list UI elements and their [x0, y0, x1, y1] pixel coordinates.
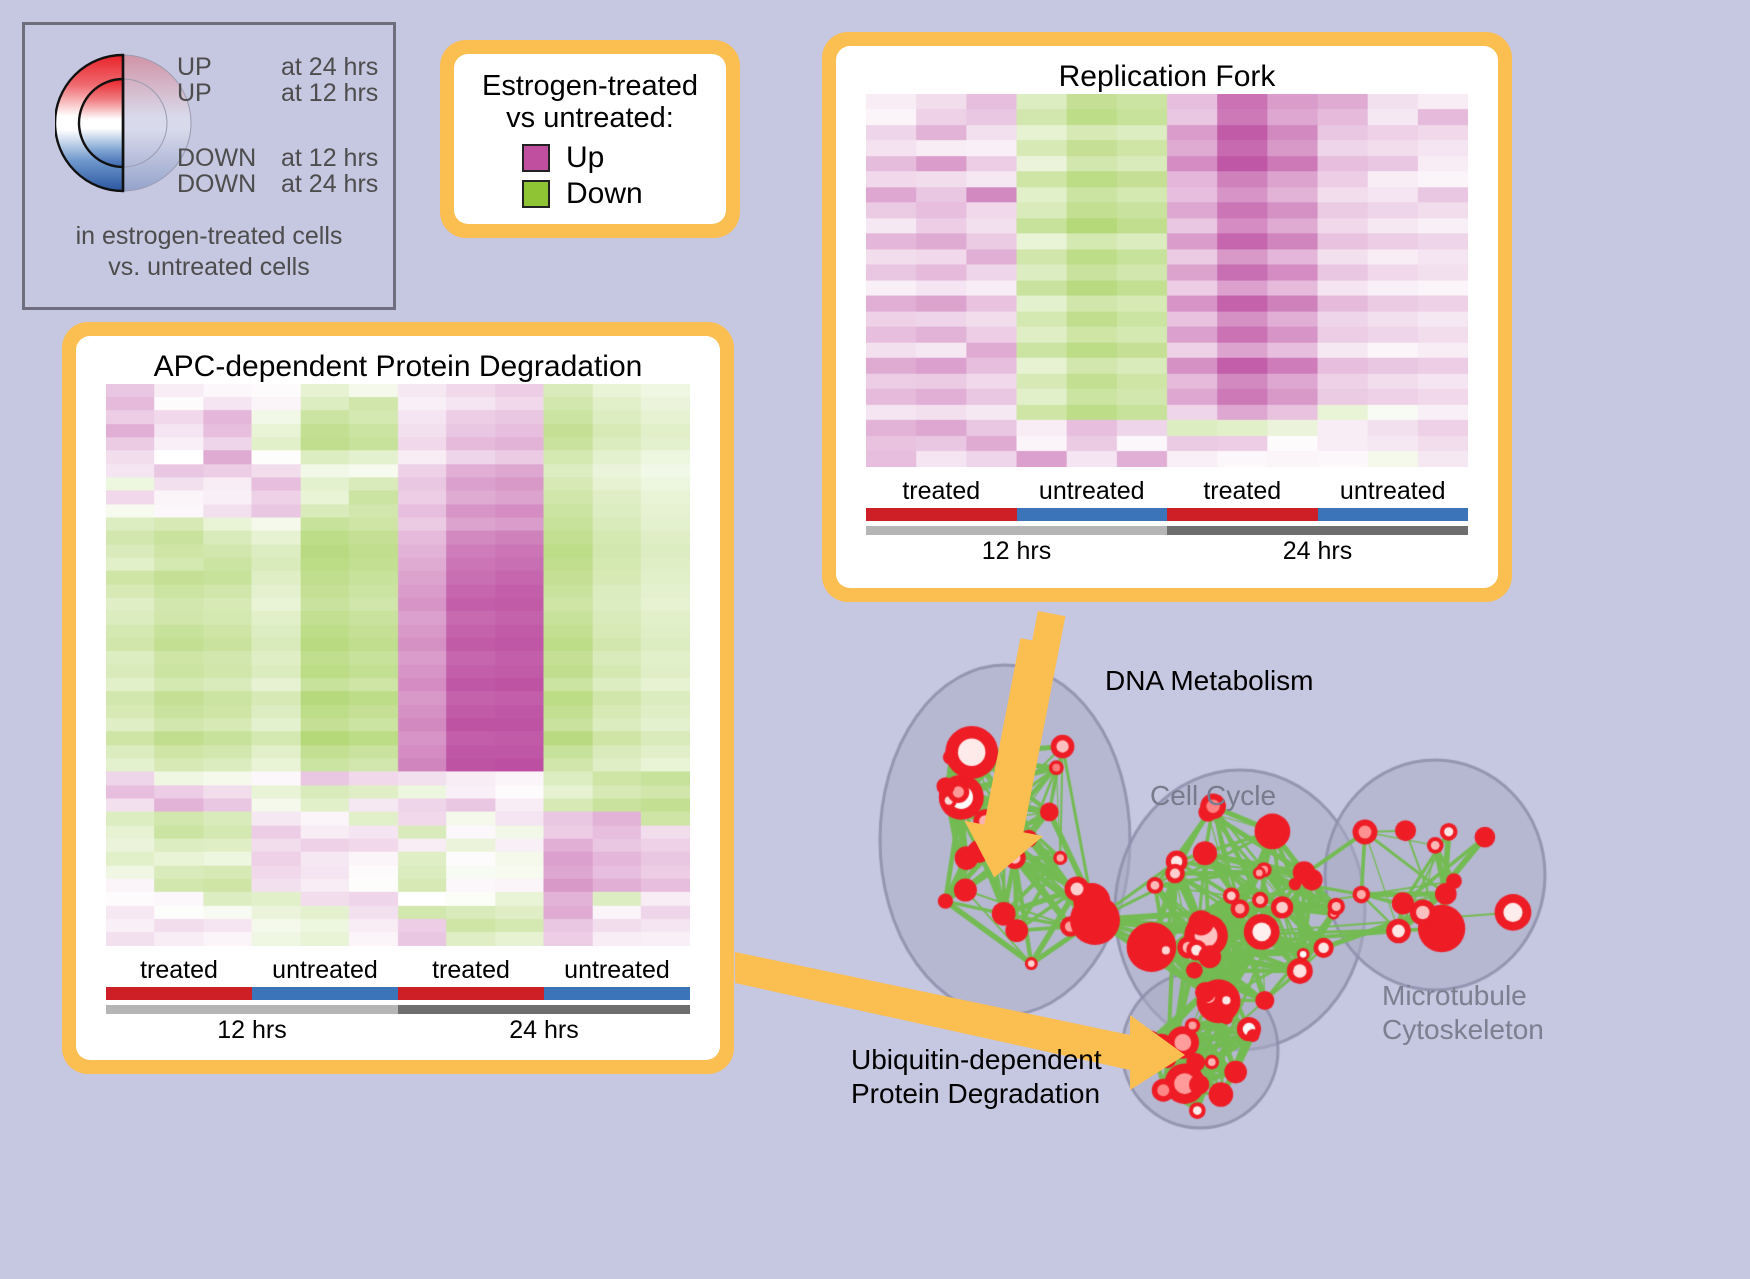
time-label-24hrs: 24 hrs — [509, 1015, 579, 1044]
dial-row: UP at 12 hrs — [177, 78, 392, 107]
time-bar-replication — [866, 526, 1468, 536]
up-label: Up — [566, 140, 605, 174]
dial-footer-line-2: vs. untreated cells — [108, 252, 310, 281]
column-label: untreated — [564, 955, 670, 984]
time-segment-12hrs — [106, 1004, 398, 1014]
panel-title-replication: Replication Fork — [1058, 60, 1276, 93]
condition-segment-treated — [1167, 508, 1318, 522]
dial-legend-rows: UP at 24 hrs UP at 12 hrs DOWN at 12 hrs… — [177, 53, 392, 198]
dial-footer-line-1: in estrogen-treated cells — [75, 222, 343, 250]
time-segment-24hrs — [398, 1004, 690, 1014]
heatmap-replication-fork — [866, 94, 1468, 468]
column-label: treated — [1203, 477, 1282, 506]
column-label: treated — [432, 955, 510, 984]
condition-segment-untreated — [1016, 508, 1167, 522]
dial-legend-footer: in estrogen-treated cells vs. untreated … — [25, 221, 393, 282]
condition-bar-apc — [106, 986, 690, 1000]
dial-direction-label: DOWN — [177, 144, 257, 172]
expression-dial-legend: UP at 24 hrs UP at 12 hrs DOWN at 12 hrs… — [22, 22, 396, 310]
dial-direction-label: UP — [177, 53, 212, 81]
column-labels-apc: treated untreated treated untreated — [106, 956, 690, 985]
apc-protein-degradation-panel: APC-dependent Protein Degradation treate… — [62, 322, 734, 1074]
key-heading-line-1: Estrogen-treated — [481, 70, 698, 102]
up-down-color-key: Estrogen-treated vs untreated: Up Down — [440, 40, 740, 238]
key-heading-line-2: vs untreated: — [506, 102, 674, 135]
dial-time-label: at 12 hrs — [281, 78, 379, 107]
cluster-label-microtubule-cytoskeleton: Microtubule Cytoskeleton — [1382, 980, 1544, 1046]
expression-dial-graphic — [53, 45, 195, 205]
time-bar-apc — [106, 1004, 690, 1014]
condition-segment-untreated — [1317, 508, 1468, 522]
time-segment-24hrs — [1167, 526, 1468, 536]
heatmap-apc-degradation — [106, 384, 690, 946]
column-label: untreated — [1339, 477, 1446, 506]
dial-direction-label: UP — [177, 78, 212, 107]
time-segment-12hrs — [866, 526, 1167, 536]
cluster-label-ubiquitin-degradation: Ubiquitin-dependent Protein Degradation — [851, 1044, 1102, 1110]
time-label-12hrs: 12 hrs — [981, 537, 1052, 566]
condition-segment-untreated — [544, 986, 690, 1000]
dial-time-label: at 24 hrs — [281, 169, 379, 198]
key-row-down: Down — [522, 177, 726, 211]
cluster-label-dna-metabolism: DNA Metabolism — [1105, 665, 1314, 696]
dial-row: DOWN at 24 hrs — [177, 169, 392, 198]
replication-fork-panel: Replication Fork treated untreated treat… — [822, 32, 1512, 602]
condition-segment-untreated — [252, 986, 398, 1000]
column-label: untreated — [1038, 477, 1145, 506]
condition-segment-treated — [866, 508, 1017, 522]
up-color-swatch — [522, 143, 550, 172]
down-label: Down — [566, 176, 643, 210]
column-label: treated — [140, 955, 218, 984]
column-label: untreated — [272, 955, 378, 984]
condition-bar-replication — [866, 508, 1468, 522]
condition-segment-treated — [398, 986, 544, 1000]
dial-time-label: at 12 hrs — [281, 144, 379, 172]
down-color-swatch — [522, 179, 550, 208]
time-label-12hrs: 12 hrs — [217, 1015, 287, 1044]
dial-direction-label: DOWN — [177, 169, 257, 198]
protein-interaction-network — [790, 620, 1750, 1279]
panel-title-apc: APC-dependent Protein Degradation — [153, 350, 643, 383]
key-heading: Estrogen-treated vs untreated: — [454, 70, 726, 135]
time-labels-apc: 12 hrs 24 hrs — [106, 1016, 690, 1045]
column-labels-replication: treated untreated treated untreated — [866, 477, 1468, 506]
time-labels-replication: 12 hrs 24 hrs — [866, 537, 1468, 566]
dial-time-label: at 24 hrs — [281, 53, 379, 81]
column-label: treated — [902, 477, 981, 506]
key-row-up: Up — [522, 141, 726, 175]
dial-row: DOWN at 12 hrs — [177, 144, 392, 172]
cluster-label-cell-cycle: Cell Cycle — [1150, 780, 1277, 811]
dial-row: UP at 24 hrs — [177, 53, 392, 81]
time-label-24hrs: 24 hrs — [1282, 537, 1353, 566]
condition-segment-treated — [106, 986, 252, 1000]
